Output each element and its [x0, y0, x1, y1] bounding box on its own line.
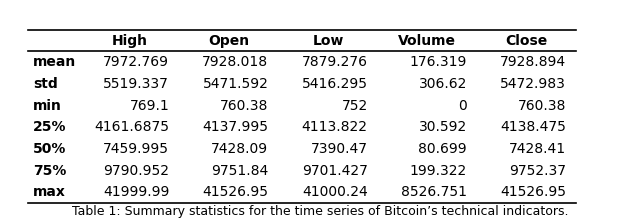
- Text: Table 1: Summary statistics for the time series of Bitcoin’s technical indicator: Table 1: Summary statistics for the time…: [72, 205, 568, 218]
